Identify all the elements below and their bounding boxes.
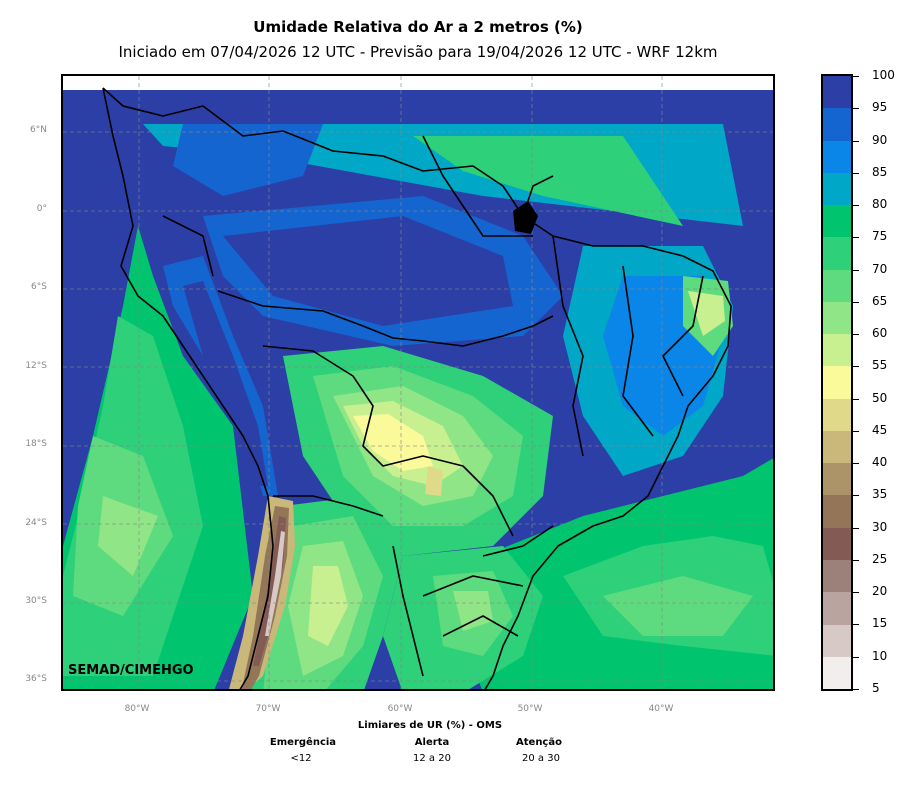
- lat-label-30s: 30°S: [25, 596, 47, 606]
- colorbar-tick: [853, 560, 859, 561]
- colorbar-tick: [853, 366, 859, 367]
- colorbar-label: 85: [872, 165, 888, 179]
- colorbar-tick: [853, 624, 859, 625]
- lon-label-80w: 80°W: [124, 704, 150, 714]
- lon-label-60w: 60°W: [387, 704, 413, 714]
- map-panel: [61, 74, 775, 691]
- colorbar-segment: [823, 495, 851, 528]
- threshold-attention-name: Atenção: [516, 737, 562, 748]
- colorbar-segment: [823, 172, 851, 206]
- colorbar-label: 50: [872, 391, 888, 405]
- threshold-alert-range: 12 a 20: [413, 753, 451, 764]
- colorbar-segment: [823, 366, 851, 399]
- lat-label-6s: 6°S: [31, 282, 47, 292]
- lat-label-24s: 24°S: [25, 518, 47, 528]
- colorbar-tick: [853, 495, 859, 496]
- threshold-emergency-range: <12: [290, 753, 312, 764]
- colorbar-segment: [823, 269, 851, 302]
- colorbar-label: 45: [872, 423, 888, 437]
- colorbar-tick: [853, 205, 859, 206]
- colorbar-tick: [853, 237, 859, 238]
- colorbar-segment: [823, 559, 851, 593]
- colorbar-segment: [823, 656, 851, 690]
- colorbar-segment: [823, 140, 851, 173]
- chart-title: Umidade Relativa do Ar a 2 metros (%): [253, 18, 583, 36]
- colorbar-label: 5: [872, 681, 880, 695]
- humidity-map: [63, 76, 773, 689]
- colorbar-segment: [823, 108, 851, 141]
- colorbar-tick: [853, 270, 859, 271]
- threshold-attention-range: 20 a 30: [522, 753, 560, 764]
- thresholds-title: Limiares de UR (%) - OMS: [357, 720, 503, 731]
- colorbar-label: 60: [872, 326, 888, 340]
- colorbar-label: 70: [872, 262, 888, 276]
- colorbar-segment: [823, 398, 851, 431]
- colorbar-segment: [823, 334, 851, 367]
- colorbar-segment: [823, 237, 851, 270]
- colorbar-label: 15: [872, 616, 888, 630]
- colorbar-segment: [823, 624, 851, 657]
- colorbar-label: 40: [872, 455, 888, 469]
- colorbar-tick: [853, 528, 859, 529]
- colorbar-segment: [823, 463, 851, 496]
- colorbar-tick: [853, 431, 859, 432]
- colorbar-tick: [853, 334, 859, 335]
- colorbar-label: 35: [872, 487, 888, 501]
- threshold-alert-name: Alerta: [414, 737, 450, 748]
- colorbar-tick: [853, 657, 859, 658]
- lat-label-12s: 12°S: [25, 361, 47, 371]
- colorbar-label: 10: [872, 649, 888, 663]
- lat-label-36s: 36°S: [25, 674, 47, 684]
- lat-label-18s: 18°S: [25, 439, 47, 449]
- colorbar-segment: [823, 430, 851, 464]
- colorbar-label: 25: [872, 552, 888, 566]
- colorbar-label: 100: [872, 68, 895, 82]
- lon-label-40w: 40°W: [648, 704, 674, 714]
- chart-subtitle: Iniciado em 07/04/2026 12 UTC - Previsão…: [118, 43, 718, 61]
- colorbar-segment: [823, 527, 851, 560]
- colorbar-label: 95: [872, 100, 888, 114]
- colorbar-tick: [853, 592, 859, 593]
- colorbar-label: 55: [872, 358, 888, 372]
- colorbar-label: 65: [872, 294, 888, 308]
- colorbar-tick: [853, 108, 859, 109]
- colorbar-tick: [853, 399, 859, 400]
- colorbar-tick: [853, 173, 859, 174]
- colorbar-segment: [823, 592, 851, 625]
- colorbar-segment: [823, 205, 851, 238]
- lat-label-6n: 6°N: [30, 125, 47, 135]
- lon-label-70w: 70°W: [255, 704, 281, 714]
- colorbar-label: 30: [872, 520, 888, 534]
- colorbar: [821, 74, 853, 691]
- colorbar-tick: [853, 302, 859, 303]
- colorbar-label: 20: [872, 584, 888, 598]
- colorbar-segment: [823, 76, 851, 109]
- colorbar-segment: [823, 301, 851, 335]
- threshold-emergency-name: Emergência: [269, 737, 337, 748]
- colorbar-label: 90: [872, 133, 888, 147]
- colorbar-tick: [853, 689, 859, 690]
- colorbar-tick: [853, 141, 859, 142]
- colorbar-label: 75: [872, 229, 888, 243]
- lon-label-50w: 50°W: [517, 704, 543, 714]
- watermark: SEMAD/CIMEHGO: [68, 663, 194, 678]
- lat-label-0: 0°: [36, 204, 47, 214]
- colorbar-label: 80: [872, 197, 888, 211]
- colorbar-tick: [853, 463, 859, 464]
- colorbar-tick: [853, 76, 859, 77]
